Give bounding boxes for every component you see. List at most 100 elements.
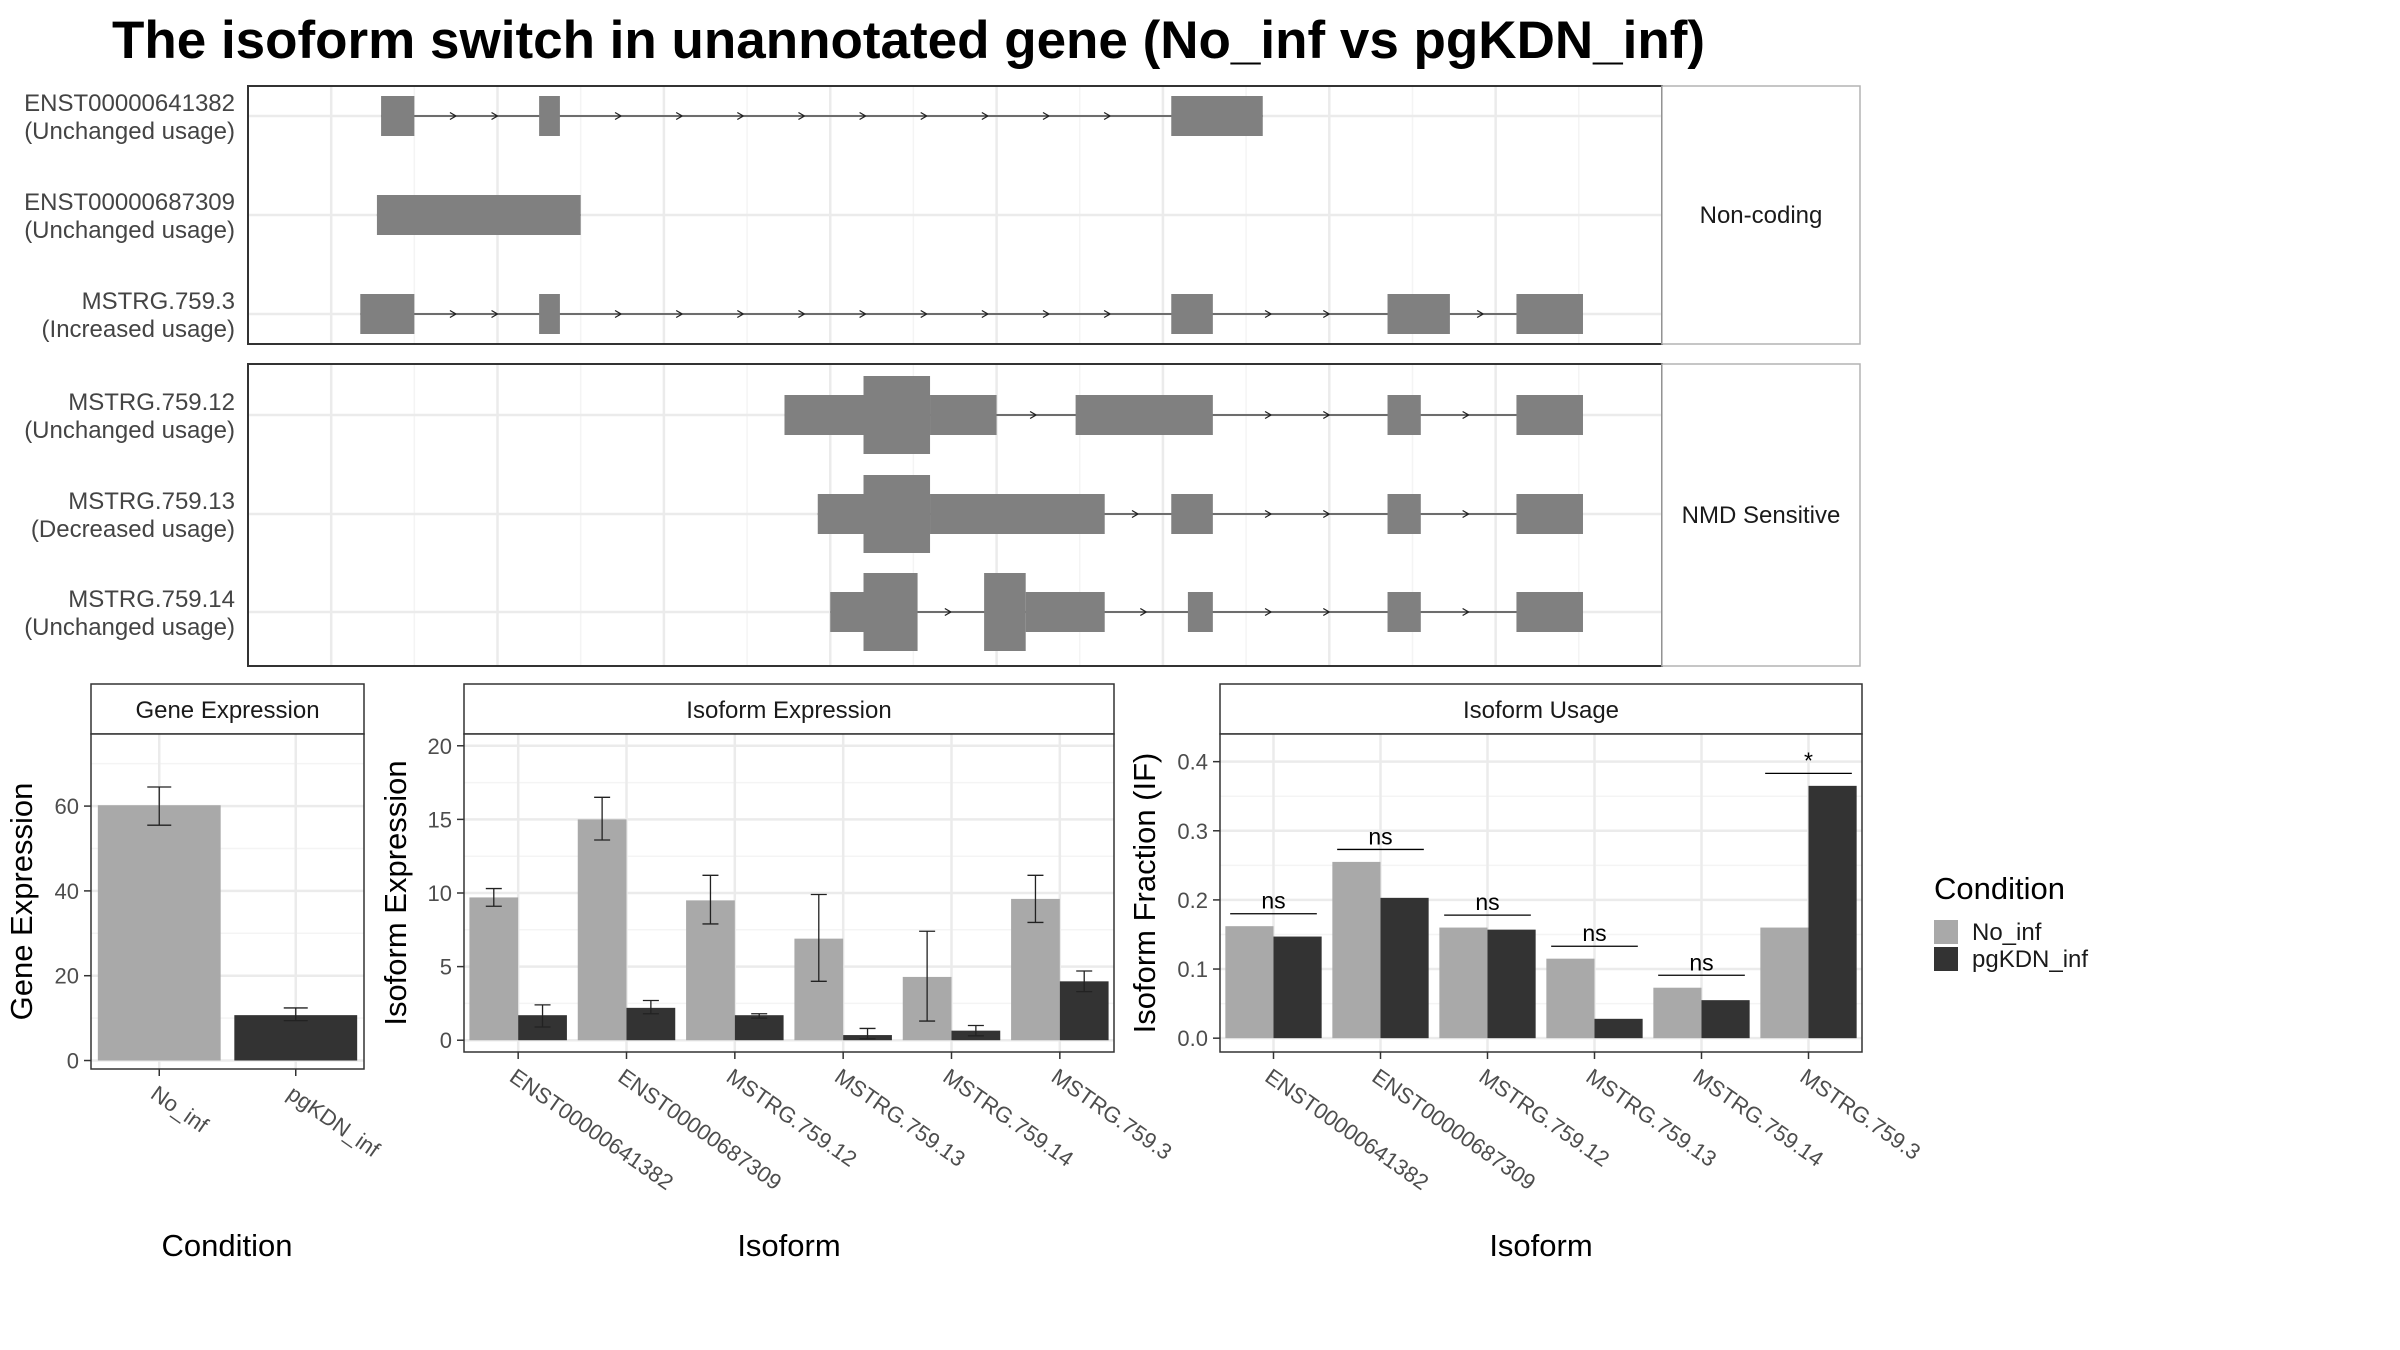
intron-arrow xyxy=(491,111,499,121)
significance-label: ns xyxy=(1261,888,1285,914)
transcript-name-label: ENST00000687309 xyxy=(24,189,235,216)
bar xyxy=(1487,929,1536,1039)
intron-arrow xyxy=(614,111,623,121)
intron-arrow xyxy=(675,309,684,319)
panel-title: Isoform Expression xyxy=(686,697,891,724)
cds-exon-block xyxy=(984,573,1026,651)
intron-arrow xyxy=(1462,607,1470,617)
transcript-usage-label: (Unchanged usage) xyxy=(24,417,235,444)
intron-arrow xyxy=(1322,509,1331,519)
intron-arrow xyxy=(1322,410,1331,420)
utr-exon-block xyxy=(930,494,1105,534)
transcript-usage-label: (Unchanged usage) xyxy=(24,217,235,244)
gene-expression-panel: Gene Expression 0 20 40 60 No_inf pgKDN_inf Con… xyxy=(4,683,385,1263)
utr-exon-block xyxy=(817,494,864,534)
intron-arrow xyxy=(449,309,458,319)
transcript-name-label: ENST00000641382 xyxy=(24,90,235,117)
y-tick-label: 5 xyxy=(440,955,452,980)
intron-arrow xyxy=(1042,309,1051,319)
intron-arrow xyxy=(798,309,806,319)
intron-arrow xyxy=(981,111,990,121)
y-axis-title: Gene Expression xyxy=(4,783,39,1021)
intron-arrow xyxy=(920,309,929,319)
legend-title: Condition xyxy=(1934,871,2065,906)
bar xyxy=(234,1015,358,1061)
bar xyxy=(469,897,519,1041)
utr-exon-block xyxy=(1171,294,1213,334)
significance-label: ns xyxy=(1689,949,1713,975)
significance-label: ns xyxy=(1582,920,1606,946)
cds-exon-block xyxy=(863,573,918,651)
transcript-name-label: MSTRG.759.14 xyxy=(68,586,235,613)
y-axis-title: Isoform Fraction (IF) xyxy=(1127,753,1162,1034)
intron-arrow xyxy=(1322,607,1331,617)
error-bar xyxy=(810,893,827,982)
intron-arrow xyxy=(1462,509,1470,519)
utr-exon-block xyxy=(1516,494,1583,534)
cds-exon-block xyxy=(863,376,931,454)
bar xyxy=(1594,1018,1643,1039)
y-tick-label: 0 xyxy=(67,1049,79,1074)
intron-arrow xyxy=(1476,309,1485,319)
error-bar xyxy=(283,1007,308,1022)
bar xyxy=(1332,861,1381,1039)
utr-exon-block xyxy=(1387,395,1421,435)
utr-exon-block xyxy=(381,96,415,136)
bar xyxy=(1439,927,1488,1039)
error-bar xyxy=(642,999,659,1015)
y-tick-label: 40 xyxy=(55,879,79,904)
error-bar xyxy=(919,930,936,1022)
panel-strip xyxy=(90,683,365,735)
transcript-name-label: MSTRG.759.13 xyxy=(68,488,235,515)
transcript-usage-label: (Decreased usage) xyxy=(31,516,235,543)
transcript-structure-panel: ENST00000641382(Unchanged usage)ENST0000… xyxy=(24,85,1861,667)
utr-exon-block xyxy=(784,395,864,435)
error-bar xyxy=(859,1027,876,1040)
intron-arrow xyxy=(1264,509,1273,519)
utr-exon-block xyxy=(1387,294,1450,334)
bar xyxy=(1273,936,1322,1039)
bar xyxy=(1546,958,1595,1039)
transcript-name-label: MSTRG.759.12 xyxy=(68,389,235,416)
utr-exon-block xyxy=(539,294,560,334)
bar xyxy=(1808,785,1857,1039)
error-bar xyxy=(147,786,172,826)
panel-border xyxy=(1219,733,1863,1053)
utr-exon-block xyxy=(1516,294,1583,334)
utr-exon-block xyxy=(1171,494,1213,534)
y-tick-label: 0 xyxy=(440,1028,452,1053)
x-axis-title: Isoform xyxy=(1489,1228,1592,1263)
utr-exon-block xyxy=(1516,592,1583,632)
bar xyxy=(1760,927,1809,1039)
figure-title: The isoform switch in unannotated gene (… xyxy=(112,11,1705,70)
intron-arrow xyxy=(981,309,990,319)
isoform-expression-panel: Isoform Expression05101520ENST0000064138… xyxy=(378,683,1176,1263)
panel-title: Gene Expression xyxy=(135,697,319,724)
y-tick-label: 60 xyxy=(55,794,79,819)
error-bar xyxy=(702,874,719,925)
intron-arrow xyxy=(736,309,745,319)
intron-arrow xyxy=(675,111,684,121)
transcript-usage-label: (Increased usage) xyxy=(42,316,235,343)
bar xyxy=(577,819,627,1041)
bar xyxy=(97,805,221,1061)
utr-exon-block xyxy=(1025,592,1105,632)
intron-arrow xyxy=(1103,309,1112,319)
y-tick-label: 20 xyxy=(55,964,79,989)
error-bar xyxy=(751,1013,768,1019)
y-tick-label: 15 xyxy=(428,807,452,832)
significance-label: ns xyxy=(1475,889,1499,915)
cds-exon-block xyxy=(863,475,931,553)
intron-arrow xyxy=(1103,111,1112,121)
bar xyxy=(1225,926,1274,1039)
utr-exon-block xyxy=(1516,395,1583,435)
y-tick-label: 10 xyxy=(428,881,452,906)
intron-arrow xyxy=(614,309,623,319)
utr-exon-block xyxy=(1387,494,1421,534)
panel-strip xyxy=(463,683,1115,735)
y-tick-label: 20 xyxy=(428,734,452,759)
utr-exon-block xyxy=(360,294,415,334)
error-bar xyxy=(967,1024,984,1037)
transcript-name-label: MSTRG.759.3 xyxy=(82,288,235,315)
